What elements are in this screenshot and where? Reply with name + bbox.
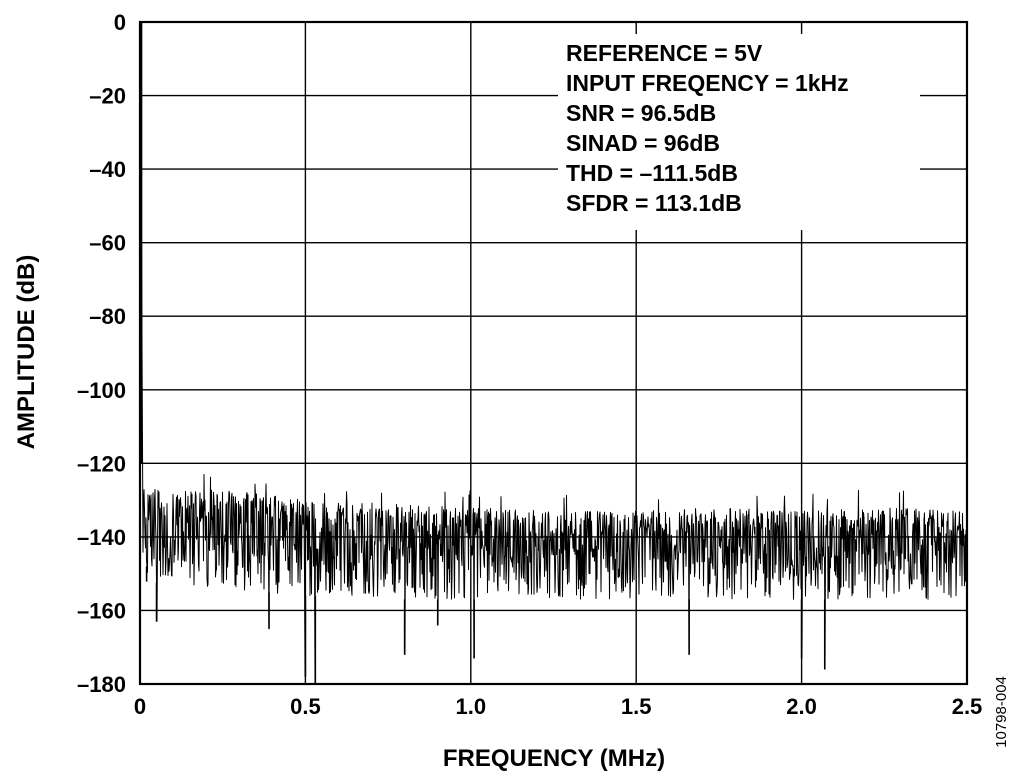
figure-id: 10798-004: [993, 676, 1010, 748]
x-tick-label: 1.0: [456, 694, 487, 719]
annotation-block: REFERENCE = 5V INPUT FREQENCY = 1kHz SNR =…: [566, 40, 849, 216]
tick-labels: 0 0.5 1.0 1.5 2.0 2.5 0 –20 –40 –60 –80 –100 –120 –14…: [77, 10, 982, 719]
y-tick-label: –160: [77, 598, 126, 623]
y-tick-label: –180: [77, 672, 126, 697]
y-tick-label: –60: [89, 231, 126, 256]
annotation-line: INPUT FREQENCY = 1kHz: [566, 70, 849, 96]
x-tick-label: 2.0: [786, 694, 817, 719]
x-tick-label: 0: [134, 694, 146, 719]
x-axis-title: FREQUENCY (MHz): [443, 745, 665, 772]
annotation-line: SNR = 96.5dB: [566, 100, 716, 126]
y-tick-label: –80: [89, 304, 126, 329]
y-tick-label: 0: [114, 10, 126, 35]
annotation-line: SINAD = 96dB: [566, 130, 720, 156]
annotation-line: THD = –111.5dB: [566, 160, 738, 186]
annotation-line: REFERENCE = 5V: [566, 40, 763, 66]
y-tick-label: –120: [77, 451, 126, 476]
plot-frame: [138, 20, 969, 686]
spectrum-trace: [139, 21, 968, 685]
annotation-background: [558, 34, 920, 230]
y-tick-label: –140: [77, 525, 126, 550]
y-tick-label: –100: [77, 378, 126, 403]
x-tick-label: 2.5: [952, 694, 983, 719]
x-tick-label: 1.5: [621, 694, 652, 719]
x-tick-label: 0.5: [290, 694, 321, 719]
y-tick-label: –40: [89, 157, 126, 182]
y-tick-label: –20: [89, 84, 126, 109]
annotation-line: SFDR = 113.1dB: [566, 190, 742, 216]
y-axis-title: AMPLITUDE (dB): [13, 255, 40, 450]
